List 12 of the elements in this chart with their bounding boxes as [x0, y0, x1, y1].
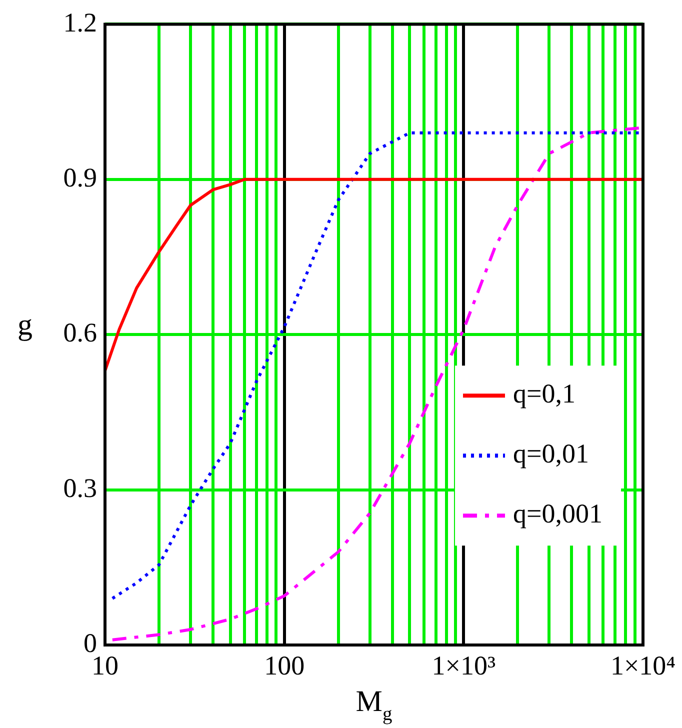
legend-label: q=0,001 — [513, 498, 602, 529]
y-axis-title: g — [18, 308, 32, 342]
y-tick-label: 0.9 — [63, 162, 97, 192]
y-tick-label: 0.3 — [63, 472, 97, 503]
y-tick-label: 1.2 — [63, 7, 97, 38]
legend-label: q=0,01 — [513, 438, 589, 469]
y-tick-label: 0 — [84, 628, 97, 658]
legend-label: q=0,1 — [513, 378, 576, 409]
y-tick-label: 0.6 — [63, 318, 97, 348]
x-tick-label: 100 — [264, 650, 305, 680]
x-tick-label: 1×10⁴ — [610, 650, 676, 680]
x-tick-label: 1×10³ — [432, 650, 496, 680]
